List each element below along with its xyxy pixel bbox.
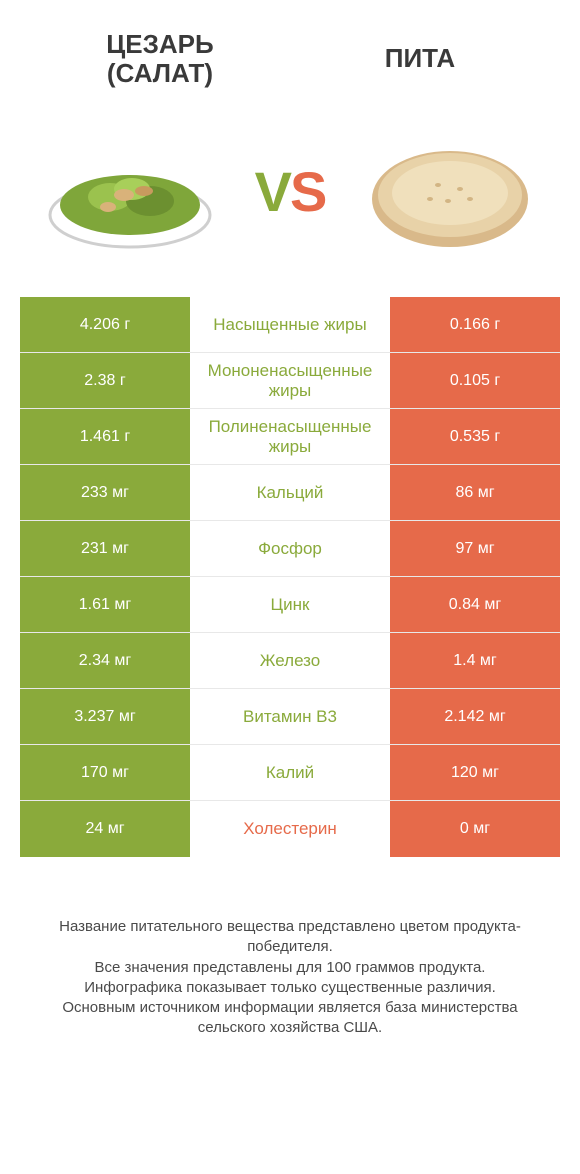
cell-left-value: 231 мг xyxy=(20,521,190,576)
header-left-line1: ЦЕЗАРЬ xyxy=(60,30,260,59)
cell-right-value: 0.166 г xyxy=(390,297,560,352)
footer-line-3: Инфографика показывает только существенн… xyxy=(30,978,550,998)
table-row: 233 мгКальций86 мг xyxy=(20,465,560,521)
cell-left-value: 233 мг xyxy=(20,465,190,520)
footer-line-2: Все значения представлены для 100 граммо… xyxy=(30,958,550,978)
header-row: ЦЕЗАРЬ (САЛАТ) ПИТА xyxy=(20,30,560,87)
footer-line-1: Название питательного вещества представл… xyxy=(30,917,550,958)
footer-text: Название питательного вещества представл… xyxy=(30,917,550,1039)
header-right: ПИТА xyxy=(320,44,520,73)
cell-label: Насыщенные жиры xyxy=(190,297,390,352)
cell-right-value: 97 мг xyxy=(390,521,560,576)
table-row: 4.206 гНасыщенные жиры0.166 г xyxy=(20,297,560,353)
vs-s: S xyxy=(290,160,325,223)
cell-left-value: 24 мг xyxy=(20,801,190,857)
header-left: ЦЕЗАРЬ (САЛАТ) xyxy=(60,30,260,87)
comparison-table: 4.206 гНасыщенные жиры0.166 г2.38 гМонон… xyxy=(20,297,560,857)
cell-left-value: 2.34 мг xyxy=(20,633,190,688)
cell-label: Фосфор xyxy=(190,521,390,576)
vs-label: VS xyxy=(255,164,326,220)
table-row: 1.461 гПолиненасыщенные жиры0.535 г xyxy=(20,409,560,465)
cell-right-value: 0.84 мг xyxy=(390,577,560,632)
cell-label: Кальций xyxy=(190,465,390,520)
cell-label: Холестерин xyxy=(190,801,390,857)
pita-image xyxy=(360,127,540,257)
cell-left-value: 4.206 г xyxy=(20,297,190,352)
cell-right-value: 1.4 мг xyxy=(390,633,560,688)
cell-label: Цинк xyxy=(190,577,390,632)
cell-label: Полиненасыщенные жиры xyxy=(190,409,390,464)
cell-right-value: 86 мг xyxy=(390,465,560,520)
table-row: 24 мгХолестерин0 мг xyxy=(20,801,560,857)
cell-right-value: 2.142 мг xyxy=(390,689,560,744)
cell-label: Железо xyxy=(190,633,390,688)
table-row: 2.34 мгЖелезо1.4 мг xyxy=(20,633,560,689)
cell-label: Мононенасыщенные жиры xyxy=(190,353,390,408)
cell-label: Витамин B3 xyxy=(190,689,390,744)
table-row: 3.237 мгВитамин B32.142 мг xyxy=(20,689,560,745)
table-row: 231 мгФосфор97 мг xyxy=(20,521,560,577)
cell-left-value: 3.237 мг xyxy=(20,689,190,744)
cell-left-value: 2.38 г xyxy=(20,353,190,408)
cell-right-value: 0.105 г xyxy=(390,353,560,408)
cell-left-value: 1.61 мг xyxy=(20,577,190,632)
cell-left-value: 1.461 г xyxy=(20,409,190,464)
cell-right-value: 0.535 г xyxy=(390,409,560,464)
header-left-line2: (САЛАТ) xyxy=(60,59,260,88)
cell-right-value: 120 мг xyxy=(390,745,560,800)
salad-image xyxy=(40,127,220,257)
footer-line-4: Основным источником информации является … xyxy=(30,998,550,1039)
image-row: VS xyxy=(20,127,560,257)
table-row: 1.61 мгЦинк0.84 мг xyxy=(20,577,560,633)
cell-right-value: 0 мг xyxy=(390,801,560,857)
cell-left-value: 170 мг xyxy=(20,745,190,800)
cell-label: Калий xyxy=(190,745,390,800)
vs-v: V xyxy=(255,160,290,223)
table-row: 2.38 гМононенасыщенные жиры0.105 г xyxy=(20,353,560,409)
table-row: 170 мгКалий120 мг xyxy=(20,745,560,801)
